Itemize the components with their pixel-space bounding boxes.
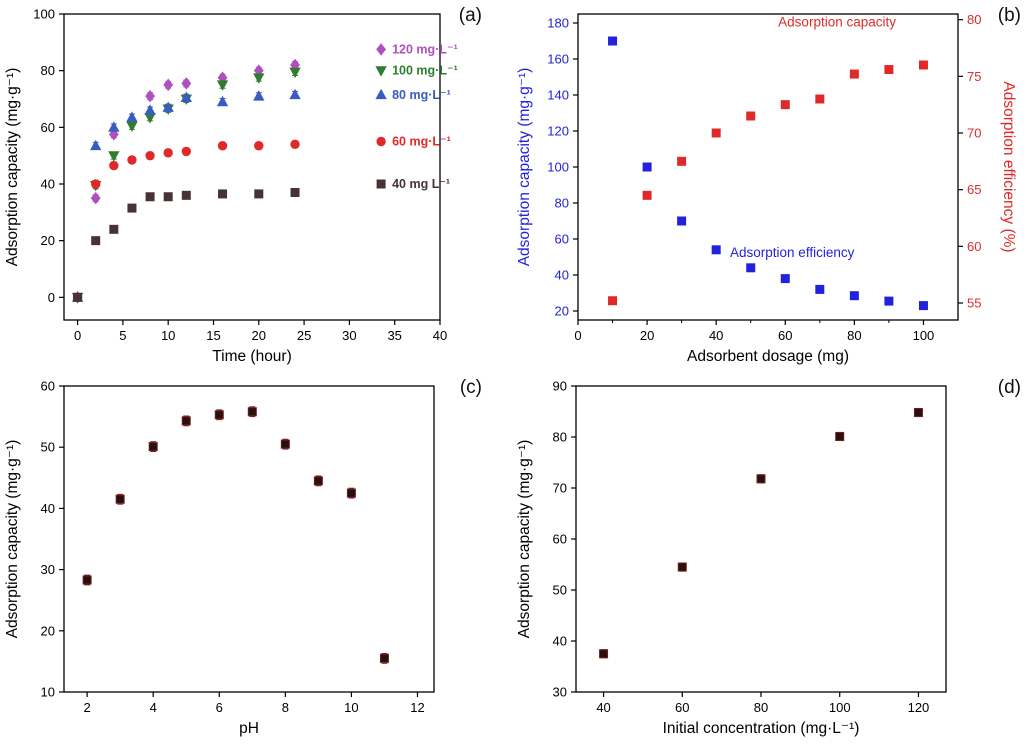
svg-text:120 mg·L⁻¹: 120 mg·L⁻¹ xyxy=(392,42,458,56)
svg-text:180: 180 xyxy=(547,16,569,31)
svg-text:20: 20 xyxy=(41,623,55,638)
svg-text:20: 20 xyxy=(252,328,266,343)
svg-text:15: 15 xyxy=(206,328,220,343)
svg-text:60 mg·L⁻¹: 60 mg·L⁻¹ xyxy=(392,135,451,149)
svg-text:Initial concentration (mg·L⁻¹): Initial concentration (mg·L⁻¹) xyxy=(663,720,860,737)
svg-text:25: 25 xyxy=(297,328,311,343)
svg-text:40: 40 xyxy=(555,268,569,283)
svg-text:Adsorption capacity: Adsorption capacity xyxy=(778,15,896,30)
svg-text:40: 40 xyxy=(596,700,610,715)
svg-text:10: 10 xyxy=(161,328,175,343)
svg-text:40: 40 xyxy=(433,328,447,343)
svg-text:160: 160 xyxy=(547,52,569,67)
svg-text:80: 80 xyxy=(555,196,569,211)
svg-text:Adsorption capacity (mg·g⁻¹): Adsorption capacity (mg·g⁻¹) xyxy=(516,68,533,267)
panel-d-concentration-chart: 40 60 80 100 120 30 40 50 60 70 80 90 Initial concen… xyxy=(512,372,1024,744)
panel-a-kinetics-chart: 0 5 10 15 20 25 30 35 40 0 20 40 60 80 100 Time (hour) A… xyxy=(0,0,512,372)
svg-text:80: 80 xyxy=(553,430,567,445)
svg-text:100: 100 xyxy=(829,700,851,715)
svg-text:20: 20 xyxy=(41,233,55,248)
svg-text:Adsorption capacity (mg·g⁻¹): Adsorption capacity (mg·g⁻¹) xyxy=(4,440,21,639)
svg-text:0: 0 xyxy=(48,290,55,305)
svg-text:20: 20 xyxy=(640,328,654,343)
svg-text:30: 30 xyxy=(342,328,356,343)
panel-label-d: (d) xyxy=(997,377,1021,398)
chart-d-canvas: 40 60 80 100 120 30 40 50 60 70 80 90 Initial concen… xyxy=(516,379,947,737)
svg-text:65: 65 xyxy=(967,182,981,197)
svg-text:30: 30 xyxy=(553,685,567,700)
svg-text:6: 6 xyxy=(216,700,223,715)
svg-text:0: 0 xyxy=(74,328,81,343)
svg-text:Adsorption efficiency (%): Adsorption efficiency (%) xyxy=(1000,81,1017,252)
svg-text:120: 120 xyxy=(908,700,930,715)
chart-b-canvas: 0 20 40 60 80 100 20 40 60 80 100 120 140 160 180 55 60 6… xyxy=(516,12,1017,365)
svg-text:70: 70 xyxy=(967,126,981,141)
chart-c-canvas: 2 4 6 8 10 12 10 20 30 40 50 60 pH Adsorption capacit… xyxy=(4,379,435,737)
svg-text:80 mg·L⁻¹: 80 mg·L⁻¹ xyxy=(392,88,451,102)
svg-text:120: 120 xyxy=(547,124,569,139)
svg-text:Adsorption capacity (mg·g⁻¹): Adsorption capacity (mg·g⁻¹) xyxy=(516,440,533,639)
svg-text:60: 60 xyxy=(41,379,55,394)
svg-text:90: 90 xyxy=(553,379,567,394)
svg-text:60: 60 xyxy=(41,120,55,135)
svg-text:100: 100 xyxy=(913,328,935,343)
svg-text:30: 30 xyxy=(41,562,55,577)
svg-text:pH: pH xyxy=(239,720,259,737)
svg-text:80: 80 xyxy=(967,12,981,27)
svg-text:80: 80 xyxy=(41,63,55,78)
svg-text:50: 50 xyxy=(41,440,55,455)
svg-text:60: 60 xyxy=(553,532,567,547)
svg-text:8: 8 xyxy=(282,700,289,715)
svg-text:40: 40 xyxy=(41,501,55,516)
svg-text:0: 0 xyxy=(574,328,581,343)
svg-text:40: 40 xyxy=(553,634,567,649)
svg-text:60: 60 xyxy=(555,232,569,247)
panel-b-dosage-chart: 0 20 40 60 80 100 20 40 60 80 100 120 140 160 180 55 60 6… xyxy=(512,0,1024,372)
svg-text:Adsorption efficiency: Adsorption efficiency xyxy=(730,245,855,260)
svg-text:40: 40 xyxy=(41,177,55,192)
svg-text:2: 2 xyxy=(84,700,91,715)
svg-text:80: 80 xyxy=(847,328,861,343)
svg-text:60: 60 xyxy=(778,328,792,343)
svg-text:50: 50 xyxy=(553,583,567,598)
svg-text:70: 70 xyxy=(553,481,567,496)
chart-a-canvas: 0 5 10 15 20 25 30 35 40 0 20 40 60 80 100 Time (hour) A… xyxy=(4,7,458,366)
svg-text:55: 55 xyxy=(967,296,981,311)
svg-text:60: 60 xyxy=(967,239,981,254)
svg-text:35: 35 xyxy=(387,328,401,343)
svg-text:40: 40 xyxy=(709,328,723,343)
svg-text:20: 20 xyxy=(555,304,569,319)
panel-label-c: (c) xyxy=(459,377,482,398)
svg-text:40 mg L⁻¹: 40 mg L⁻¹ xyxy=(392,177,450,191)
svg-text:80: 80 xyxy=(754,700,768,715)
svg-text:100 mg·L⁻¹: 100 mg·L⁻¹ xyxy=(392,64,458,78)
svg-text:Adsorbent dosage (mg): Adsorbent dosage (mg) xyxy=(687,348,849,365)
svg-text:5: 5 xyxy=(119,328,126,343)
svg-text:100: 100 xyxy=(547,160,569,175)
panel-c-ph-chart: 2 4 6 8 10 12 10 20 30 40 50 60 pH Adsorption capacit… xyxy=(0,372,512,744)
svg-text:Adsorption capacity (mg·g⁻¹): Adsorption capacity (mg·g⁻¹) xyxy=(4,68,21,267)
svg-text:75: 75 xyxy=(967,69,981,84)
svg-text:100: 100 xyxy=(33,7,55,22)
panel-label-b: (b) xyxy=(997,5,1021,26)
svg-text:60: 60 xyxy=(675,700,689,715)
svg-text:Time (hour): Time (hour) xyxy=(212,348,292,365)
svg-text:12: 12 xyxy=(410,700,424,715)
svg-text:10: 10 xyxy=(344,700,358,715)
svg-text:140: 140 xyxy=(547,88,569,103)
svg-text:10: 10 xyxy=(41,685,55,700)
svg-text:4: 4 xyxy=(150,700,157,715)
panel-label-a: (a) xyxy=(458,5,482,26)
